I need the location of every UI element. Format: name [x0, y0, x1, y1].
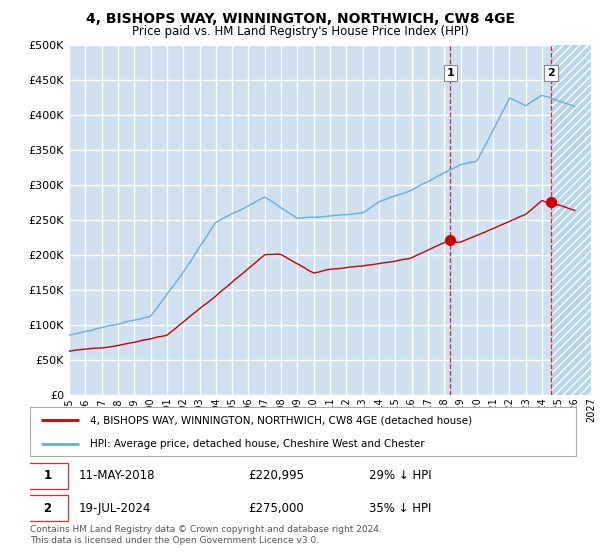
Text: 29% ↓ HPI: 29% ↓ HPI	[368, 469, 431, 483]
Text: 2: 2	[43, 502, 52, 515]
Text: 2: 2	[547, 68, 555, 78]
FancyBboxPatch shape	[27, 463, 68, 489]
FancyBboxPatch shape	[27, 495, 68, 521]
Text: Price paid vs. HM Land Registry's House Price Index (HPI): Price paid vs. HM Land Registry's House …	[131, 25, 469, 38]
Bar	[552, 45, 591, 395]
Text: 4, BISHOPS WAY, WINNINGTON, NORTHWICH, CW8 4GE (detached house): 4, BISHOPS WAY, WINNINGTON, NORTHWICH, C…	[90, 416, 472, 426]
Text: 19-JUL-2024: 19-JUL-2024	[79, 502, 152, 515]
Text: HPI: Average price, detached house, Cheshire West and Chester: HPI: Average price, detached house, Ches…	[90, 439, 425, 449]
Text: £275,000: £275,000	[248, 502, 304, 515]
Text: 35% ↓ HPI: 35% ↓ HPI	[368, 502, 431, 515]
Text: 11-MAY-2018: 11-MAY-2018	[79, 469, 155, 483]
Text: £220,995: £220,995	[248, 469, 304, 483]
Text: 4, BISHOPS WAY, WINNINGTON, NORTHWICH, CW8 4GE: 4, BISHOPS WAY, WINNINGTON, NORTHWICH, C…	[86, 12, 515, 26]
Bar	[552, 45, 591, 395]
Text: 1: 1	[43, 469, 52, 483]
Text: Contains HM Land Registry data © Crown copyright and database right 2024.
This d: Contains HM Land Registry data © Crown c…	[30, 525, 382, 545]
Text: 1: 1	[446, 68, 454, 78]
